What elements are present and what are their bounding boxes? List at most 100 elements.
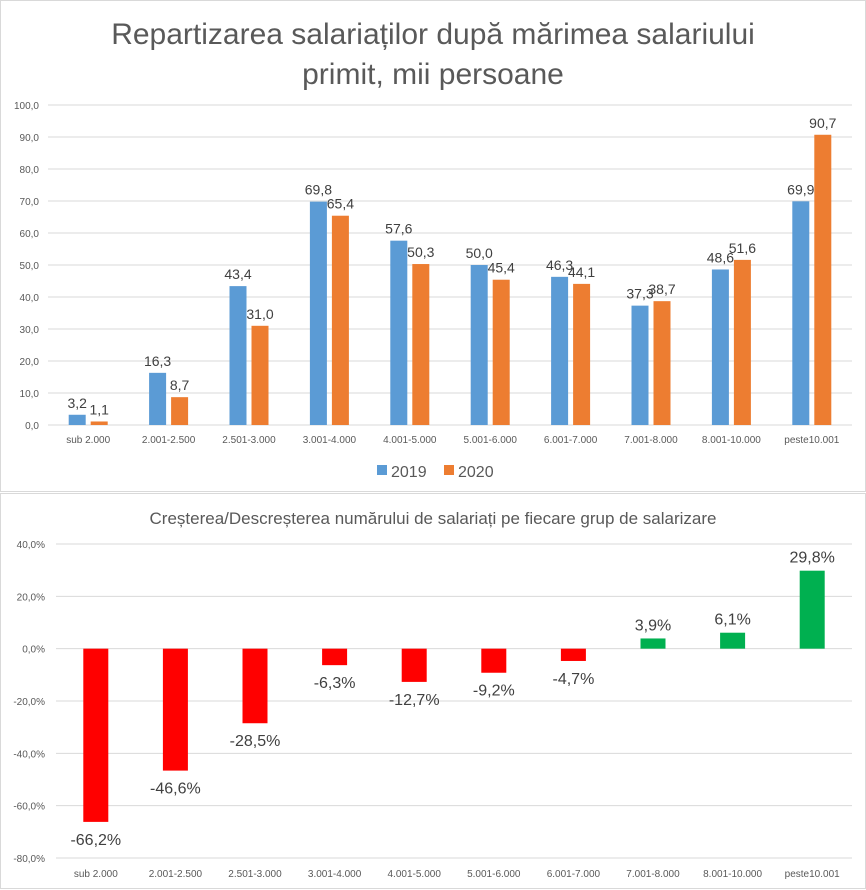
bar [481,648,507,673]
x-tick-label: 8.001-10.000 [702,435,761,446]
legend-swatch-2019 [377,465,387,475]
legend-swatch-2020 [444,465,454,475]
bar [560,648,586,661]
data-label-2019: 69,9 [787,181,814,197]
data-label-2020: 90,7 [809,115,836,131]
x-tick-label: 2.001-2.500 [142,435,196,446]
salary-distribution-chart: Repartizarea salariaților după mărimea s… [14,18,852,481]
bar [322,648,348,666]
x-tick-label: 7.001-8.000 [626,869,680,880]
y-tick-label: -60,0% [13,802,45,813]
y-tick-label: 50,0 [20,261,40,272]
bar-2020 [573,283,591,425]
bar-2020 [331,215,349,425]
chart-title-line-1: Repartizarea salariaților după mărimea s… [111,18,755,51]
y-tick-label: -20,0% [13,697,45,708]
bar-2019 [309,201,327,425]
bar [162,648,188,771]
data-label-2020: 45,4 [488,260,515,276]
bar-2020 [492,279,510,425]
data-label: -12,7% [389,692,440,709]
x-tick-label: 5.001-6.000 [467,869,521,880]
y-tick-label: -80,0% [13,854,45,865]
data-label-2020: 38,7 [648,281,675,297]
x-tick-label: 3.001-4.000 [303,435,357,446]
bar-2019 [68,414,86,425]
bar [799,570,825,649]
data-label-2020: 8,7 [170,377,190,393]
x-tick-label: 5.001-6.000 [464,435,518,446]
bar-2019 [470,265,488,425]
x-tick-label: 2.001-2.500 [149,869,203,880]
y-tick-label: 40,0 [20,293,40,304]
data-label-2020: 51,6 [729,240,756,256]
chart-title: Creșterea/Descreșterea numărului de sala… [150,509,717,528]
data-label: 6,1% [714,612,750,629]
change-chart: Creșterea/Descreșterea numărului de sala… [13,509,852,880]
bar-2020 [90,421,108,425]
x-tick-label: peste10.001 [785,869,840,880]
data-label-2019: 16,3 [144,353,171,369]
bar-2019 [551,276,569,425]
x-tick-label: sub 2.000 [74,869,118,880]
x-tick-label: peste10.001 [784,435,839,446]
x-tick-label: 4.001-5.000 [388,869,442,880]
data-label: 3,9% [635,617,671,634]
chart-title-line-2: primit, mii persoane [302,58,564,91]
data-label-2019: 43,4 [224,266,251,282]
data-label-2020: 44,1 [568,264,595,280]
x-tick-label: 2.501-3.000 [222,435,276,446]
data-label-2019: 50,0 [466,245,493,261]
data-label-2019: 57,6 [385,221,412,237]
data-label-2019: 69,8 [305,182,332,198]
data-label: -9,2% [473,683,515,700]
data-label-2020: 50,3 [407,244,434,260]
bar-2019 [149,372,167,425]
data-label-2019: 46,3 [546,257,573,273]
legend-label-2020: 2020 [458,464,494,481]
bar-2020 [251,325,269,425]
change-chart-panel: Creșterea/Descreșterea numărului de sala… [0,493,866,889]
data-label: -4,7% [553,671,595,688]
y-tick-label: 80,0 [20,165,40,176]
y-tick-label: 40,0% [17,540,45,551]
y-tick-label: 60,0 [20,229,40,240]
y-tick-label: 0,0 [25,421,39,432]
y-tick-label: 10,0 [20,389,40,400]
x-tick-label: 4.001-5.000 [383,435,437,446]
x-tick-label: 3.001-4.000 [308,869,362,880]
data-label-2019: 37,3 [626,286,653,302]
x-tick-label: 2.501-3.000 [228,869,282,880]
y-tick-label: 0,0% [22,645,45,656]
bar-2019 [390,240,408,425]
bar [720,632,746,649]
data-label-2019: 3,2 [67,395,87,411]
data-label-2020: 31,0 [246,306,273,322]
y-tick-label: 20,0% [17,592,45,603]
y-tick-label: -40,0% [13,749,45,760]
data-label: -6,3% [314,675,356,692]
bar [640,638,666,649]
bar [242,648,268,724]
y-tick-label: 70,0 [20,197,40,208]
bar-2019 [229,286,247,425]
bar [401,648,427,682]
bar-2019 [631,305,649,425]
bar [83,648,109,822]
data-label: -46,6% [150,781,201,798]
legend-label-2019: 2019 [391,464,427,481]
y-tick-label: 20,0 [20,357,40,368]
x-tick-label: sub 2.000 [66,435,110,446]
data-label-2020: 65,4 [327,196,354,212]
x-tick-label: 7.001-8.000 [624,435,678,446]
bar-2020 [653,301,671,425]
data-label-2020: 1,1 [89,401,109,417]
data-label: -28,5% [230,733,281,750]
data-label-2019: 48,6 [707,249,734,265]
y-tick-label: 100,0 [14,101,39,112]
data-label: -66,2% [70,832,121,849]
bar-2020 [171,397,189,425]
bar-2019 [711,269,729,425]
x-tick-label: 6.001-7.000 [544,435,598,446]
bar-2019 [792,201,810,425]
